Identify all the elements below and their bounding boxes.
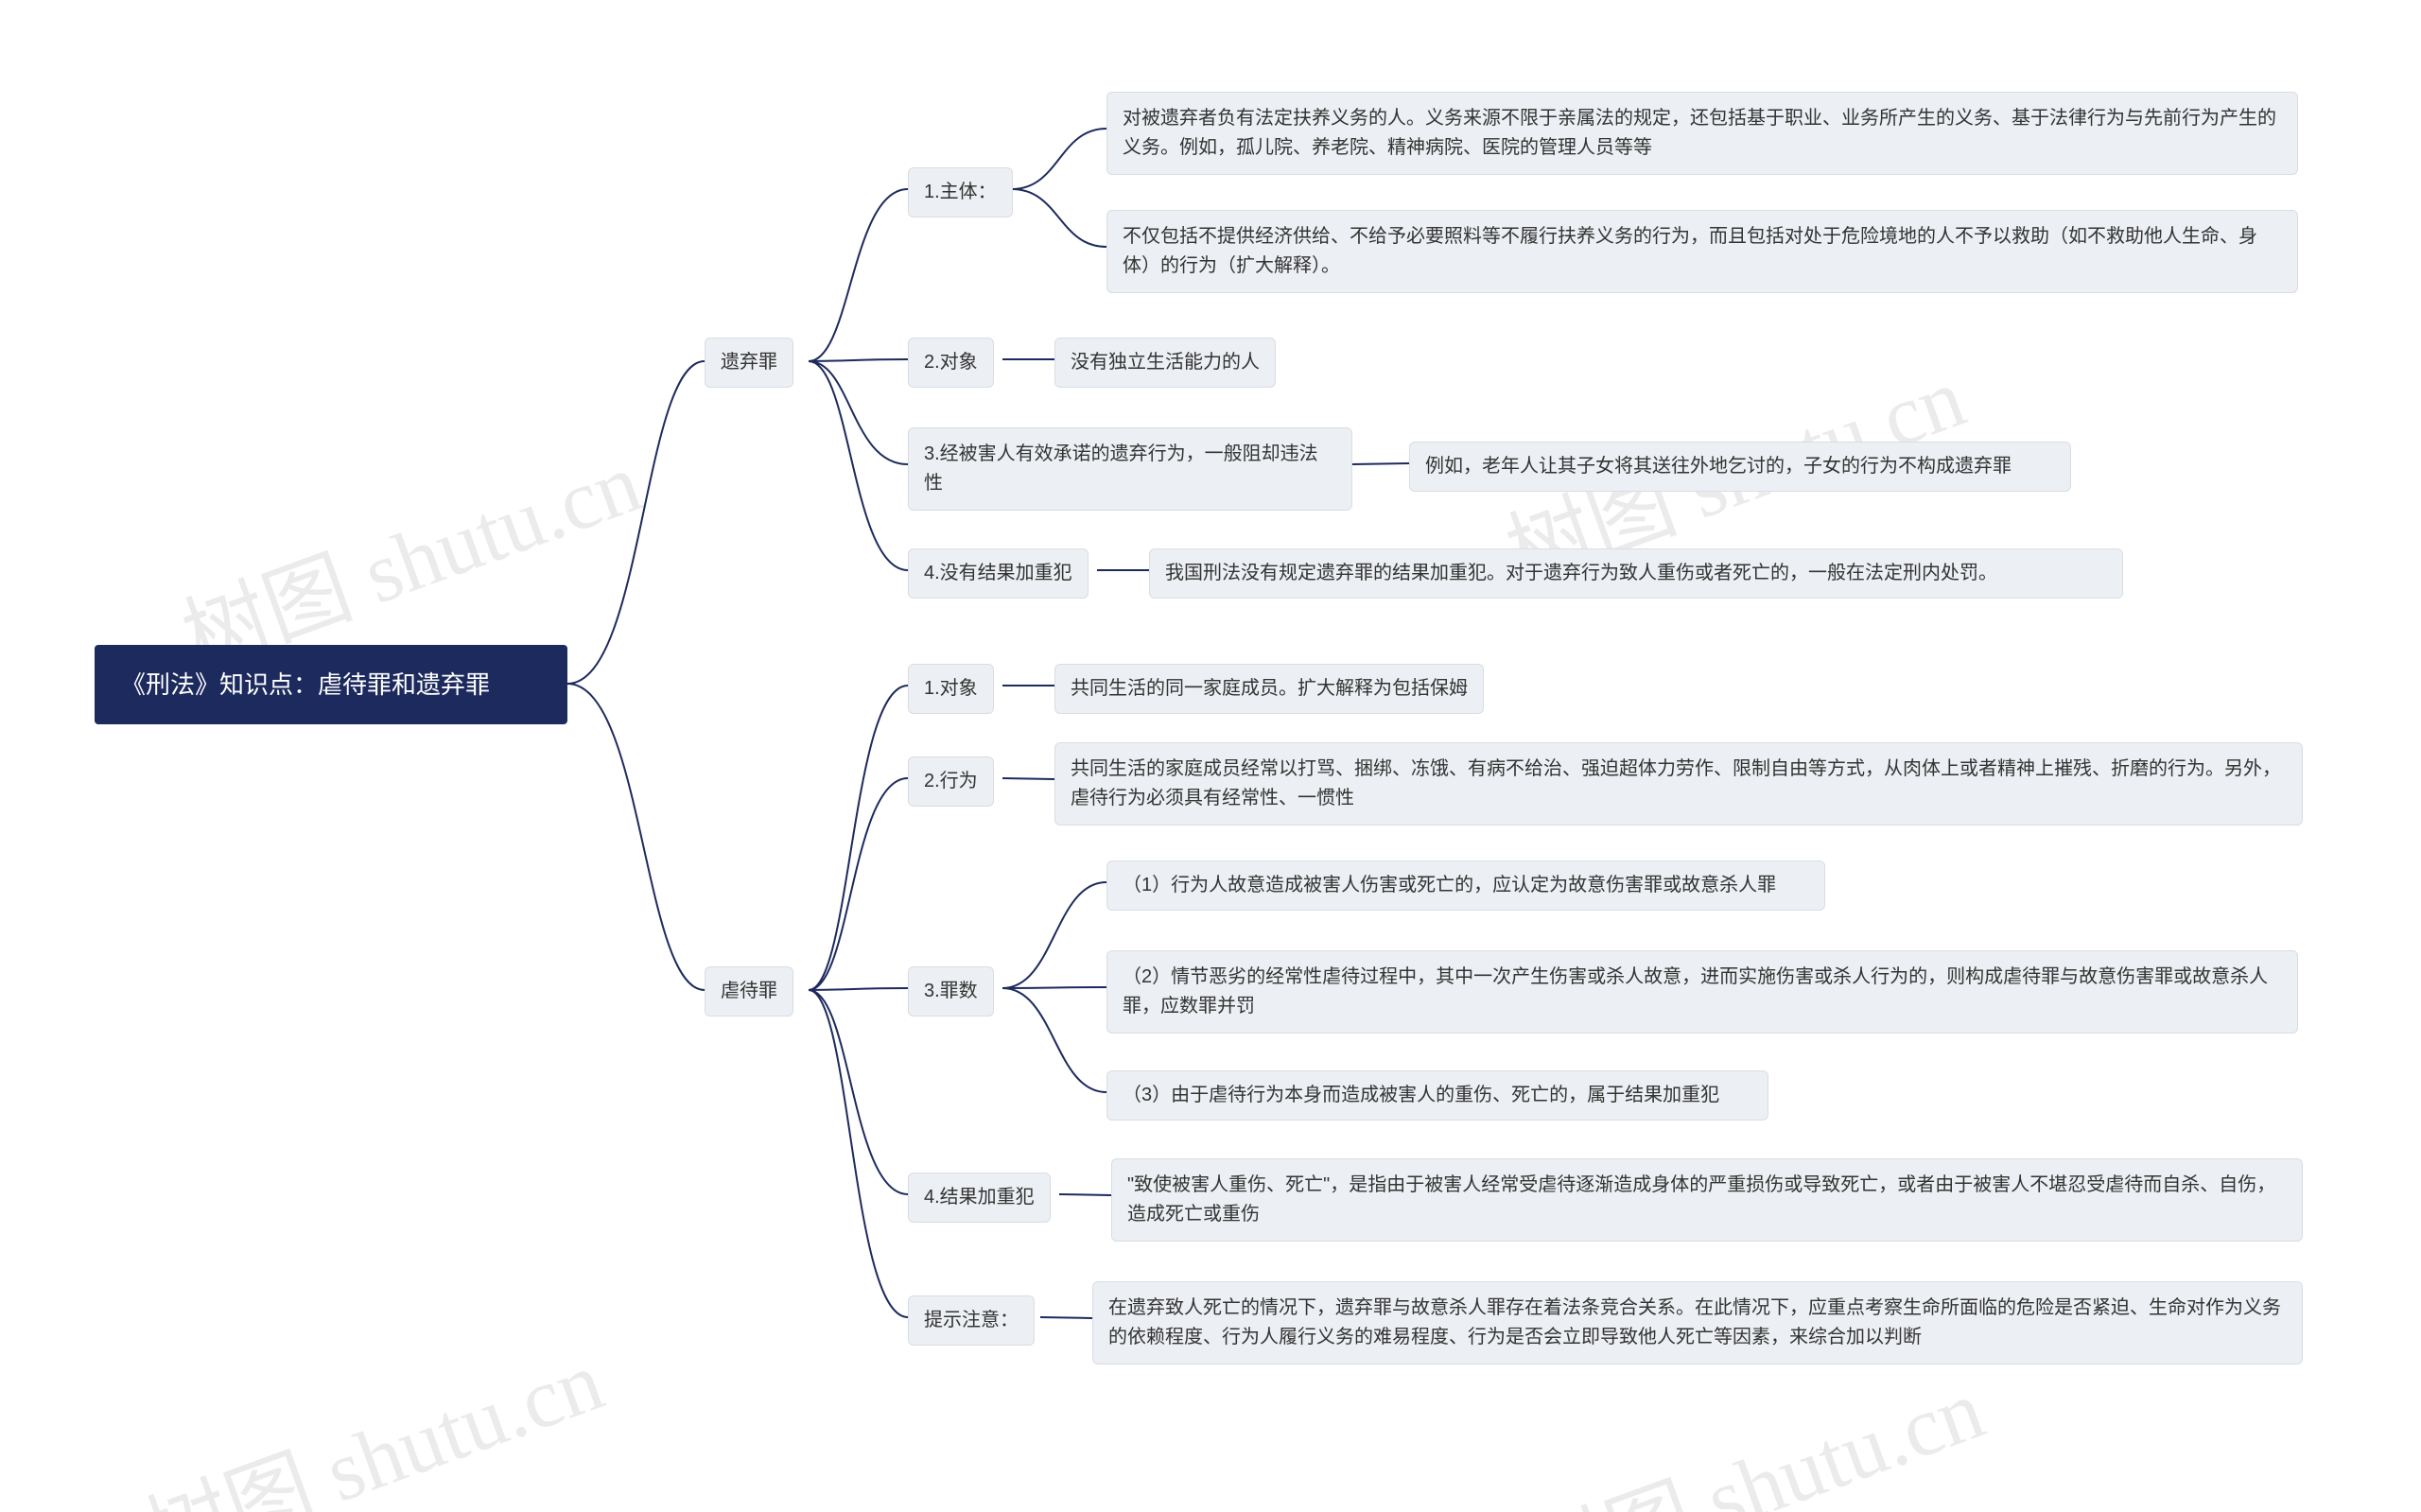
- abuse-agg-detail-text: "致使被害人重伤、死亡"，是指由于被害人经常受虐待逐渐造成身体的严重损伤或导致死…: [1127, 1174, 2275, 1225]
- abuse-note-label: 提示注意：: [924, 1310, 1019, 1330]
- abuse-object-detail-text: 共同生活的同一家庭成员。扩大解释为包括保姆: [1071, 678, 1468, 699]
- abuse-count-a-text: （1）行为人故意造成被害人伤害或死亡的，应认定为故意伤害罪或故意杀人罪: [1123, 875, 1776, 895]
- root-label: 《刑法》知识点：虐待罪和遗弃罪: [121, 670, 490, 699]
- abandon-object-label: 2.对象: [924, 352, 978, 373]
- abuse-count-b-text: （2）情节恶劣的经常性虐待过程中，其中一次产生伤害或杀人故意，进而实施伤害或杀人…: [1123, 966, 2268, 1017]
- abuse-count-c: （3）由于虐待行为本身而造成被害人的重伤、死亡的，属于结果加重犯: [1106, 1070, 1768, 1121]
- branch-abandon-label: 遗弃罪: [721, 352, 777, 373]
- abuse-count-c-text: （3）由于虐待行为本身而造成被害人的重伤、死亡的，属于结果加重犯: [1123, 1085, 1719, 1105]
- abuse-note-detail-text: 在遗弃致人死亡的情况下，遗弃罪与故意杀人罪存在着法条竞合关系。在此情况下，应重点…: [1108, 1297, 2281, 1347]
- branch-abandon: 遗弃罪: [705, 338, 793, 388]
- abandon-consent-detail-text: 例如，老年人让其子女将其送往外地乞讨的，子女的行为不构成遗弃罪: [1425, 456, 2012, 477]
- abandon-object: 2.对象: [908, 338, 994, 388]
- abandon-consent: 3.经被害人有效承诺的遗弃行为，一般阻却违法性: [908, 427, 1352, 511]
- abuse-count-label: 3.罪数: [924, 981, 978, 1001]
- watermark: 树图 shutu.cn: [1507, 1341, 1997, 1512]
- abuse-count-a: （1）行为人故意造成被害人伤害或死亡的，应认定为故意伤害罪或故意杀人罪: [1106, 860, 1825, 911]
- abandon-subject-a: 对被遗弃者负有法定扶养义务的人。义务来源不限于亲属法的规定，还包括基于职业、业务…: [1106, 92, 2298, 175]
- abandon-noagg: 4.没有结果加重犯: [908, 548, 1089, 599]
- abandon-object-detail: 没有独立生活能力的人: [1054, 338, 1276, 388]
- abandon-subject-b-text: 不仅包括不提供经济供给、不给予必要照料等不履行扶养义务的行为，而且包括对处于危险…: [1123, 226, 2257, 276]
- abandon-consent-detail: 例如，老年人让其子女将其送往外地乞讨的，子女的行为不构成遗弃罪: [1409, 442, 2071, 492]
- abandon-consent-label: 3.经被害人有效承诺的遗弃行为，一般阻却违法性: [924, 443, 1318, 494]
- abuse-agg: 4.结果加重犯: [908, 1173, 1051, 1223]
- abuse-count-b: （2）情节恶劣的经常性虐待过程中，其中一次产生伤害或杀人故意，进而实施伤害或杀人…: [1106, 950, 2298, 1034]
- abandon-noagg-detail-text: 我国刑法没有规定遗弃罪的结果加重犯。对于遗弃行为致人重伤或者死亡的，一般在法定刑…: [1165, 563, 1997, 583]
- abuse-act-detail-text: 共同生活的家庭成员经常以打骂、捆绑、冻饿、有病不给治、强迫超体力劳作、限制自由等…: [1071, 758, 2281, 808]
- abandon-subject-a-text: 对被遗弃者负有法定扶养义务的人。义务来源不限于亲属法的规定，还包括基于职业、业务…: [1123, 108, 2276, 158]
- abandon-object-detail-text: 没有独立生活能力的人: [1071, 352, 1260, 373]
- abuse-count: 3.罪数: [908, 966, 994, 1017]
- abuse-act-detail: 共同生活的家庭成员经常以打骂、捆绑、冻饿、有病不给治、强迫超体力劳作、限制自由等…: [1054, 742, 2303, 826]
- abuse-note: 提示注意：: [908, 1295, 1035, 1346]
- abandon-subject-b: 不仅包括不提供经济供给、不给予必要照料等不履行扶养义务的行为，而且包括对处于危险…: [1106, 210, 2298, 293]
- abuse-act: 2.行为: [908, 756, 994, 807]
- watermark: 树图 shutu.cn: [126, 1312, 617, 1512]
- abuse-object-label: 1.对象: [924, 678, 978, 699]
- abandon-noagg-label: 4.没有结果加重犯: [924, 563, 1072, 583]
- branch-abuse-label: 虐待罪: [721, 981, 777, 1001]
- abandon-subject-label: 1.主体：: [924, 182, 997, 202]
- branch-abuse: 虐待罪: [705, 966, 793, 1017]
- abuse-agg-label: 4.结果加重犯: [924, 1187, 1035, 1208]
- root-node: 《刑法》知识点：虐待罪和遗弃罪: [95, 645, 567, 724]
- abuse-agg-detail: "致使被害人重伤、死亡"，是指由于被害人经常受虐待逐渐造成身体的严重损伤或导致死…: [1111, 1158, 2303, 1242]
- abuse-note-detail: 在遗弃致人死亡的情况下，遗弃罪与故意杀人罪存在着法条竞合关系。在此情况下，应重点…: [1092, 1281, 2303, 1364]
- abuse-object-detail: 共同生活的同一家庭成员。扩大解释为包括保姆: [1054, 664, 1484, 714]
- abuse-act-label: 2.行为: [924, 771, 978, 791]
- abandon-noagg-detail: 我国刑法没有规定遗弃罪的结果加重犯。对于遗弃行为致人重伤或者死亡的，一般在法定刑…: [1149, 548, 2123, 599]
- abandon-subject: 1.主体：: [908, 167, 1013, 217]
- abuse-object: 1.对象: [908, 664, 994, 714]
